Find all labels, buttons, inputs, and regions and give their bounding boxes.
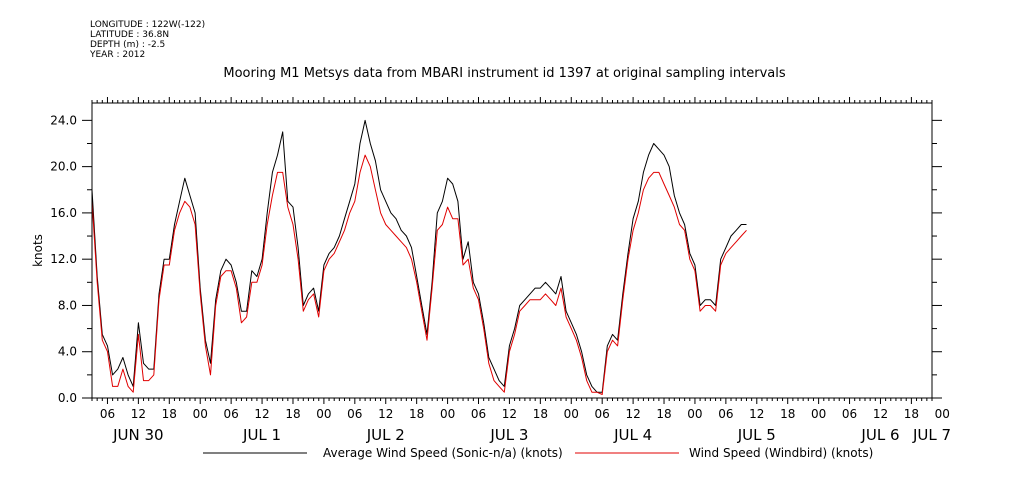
x-tick-label: 12 [131,407,146,421]
x-tick-label: 00 [811,407,826,421]
x-tick-label: 06 [842,407,857,421]
x-tick-label: 06 [347,407,362,421]
series-lines [91,119,747,395]
day-label: JUL 4 [613,426,652,444]
y-axis-label: knots [31,234,45,267]
y-tick-label: 24.0 [50,113,77,127]
y-tick-label: 16.0 [50,206,77,220]
year-text: YEAR : 2012 [90,50,146,60]
x-tick-label: 18 [409,407,424,421]
metadata-block: LONGITUDE : 122W(-122) LATITUDE : 36.8N … [90,20,205,60]
longitude-text: LONGITUDE : 122W(-122) [90,20,206,30]
bottom-axis-ticks [91,398,933,404]
x-tick-label: 06 [100,407,115,421]
x-tick-label: 12 [378,407,393,421]
x-tick-label: 12 [749,407,764,421]
series-line-average-wind-speed [91,119,747,393]
x-tick-labels: 06 12 18 00 06 12 18 00 06 12 18 00 06 12 18 00 06 12 18 00… [100,407,950,421]
x-tick-label: 18 [285,407,300,421]
x-tick-label: 00 [316,407,331,421]
legend-label: Average Wind Speed (Sonic-n/a) (knots) [323,446,563,460]
day-label: JUL 2 [366,426,405,444]
x-tick-label: 00 [564,407,579,421]
x-tick-label: 00 [935,407,950,421]
left-axis-ticks [82,119,92,399]
x-tick-label: 00 [440,407,455,421]
day-label: JUL 6 [860,426,899,444]
legend: Average Wind Speed (Sonic-n/a) (knots) Wi… [203,446,873,460]
y-tick-label: 20.0 [50,160,77,174]
x-tick-label: 18 [656,407,671,421]
x-tick-label: 12 [502,407,517,421]
day-label: JUN 30 [112,426,163,444]
day-labels: JUN 30 JUL 1 JUL 2 JUL 3 JUL 4 JUL 5 JUL 6 JUL … [112,426,951,444]
x-tick-label: 12 [254,407,269,421]
depth-text: DEPTH (m) : -2.5 [90,40,166,50]
day-label: JUL 1 [242,426,281,444]
y-tick-label: 4.0 [58,345,77,359]
x-tick-label: 06 [718,407,733,421]
legend-label: Wind Speed (Windbird) (knots) [689,446,873,460]
x-tick-label: 12 [873,407,888,421]
right-axis-ticks [932,119,942,399]
x-tick-label: 00 [193,407,208,421]
chart-title: Mooring M1 Metsys data from MBARI instru… [223,66,786,81]
x-tick-label: 12 [625,407,640,421]
x-tick-label: 18 [162,407,177,421]
x-tick-label: 00 [687,407,702,421]
y-tick-label: 0.0 [58,391,77,405]
series-line-windbird [91,154,747,395]
x-tick-label: 06 [224,407,239,421]
x-tick-label: 06 [595,407,610,421]
y-tick-label: 12.0 [50,252,77,266]
y-tick-labels: 0.0 4.0 8.0 12.0 16.0 20.0 24.0 [50,113,77,405]
x-tick-label: 18 [780,407,795,421]
top-axis-ticks [91,97,933,103]
latitude-text: LATITUDE : 36.8N [90,30,170,40]
day-label: JUL 7 [912,426,951,444]
day-label: JUL 5 [737,426,776,444]
plot-frame [91,102,933,399]
x-tick-label: 18 [533,407,548,421]
y-tick-label: 8.0 [58,298,77,312]
day-label: JUL 3 [489,426,528,444]
x-tick-label: 06 [471,407,486,421]
x-tick-label: 18 [904,407,919,421]
